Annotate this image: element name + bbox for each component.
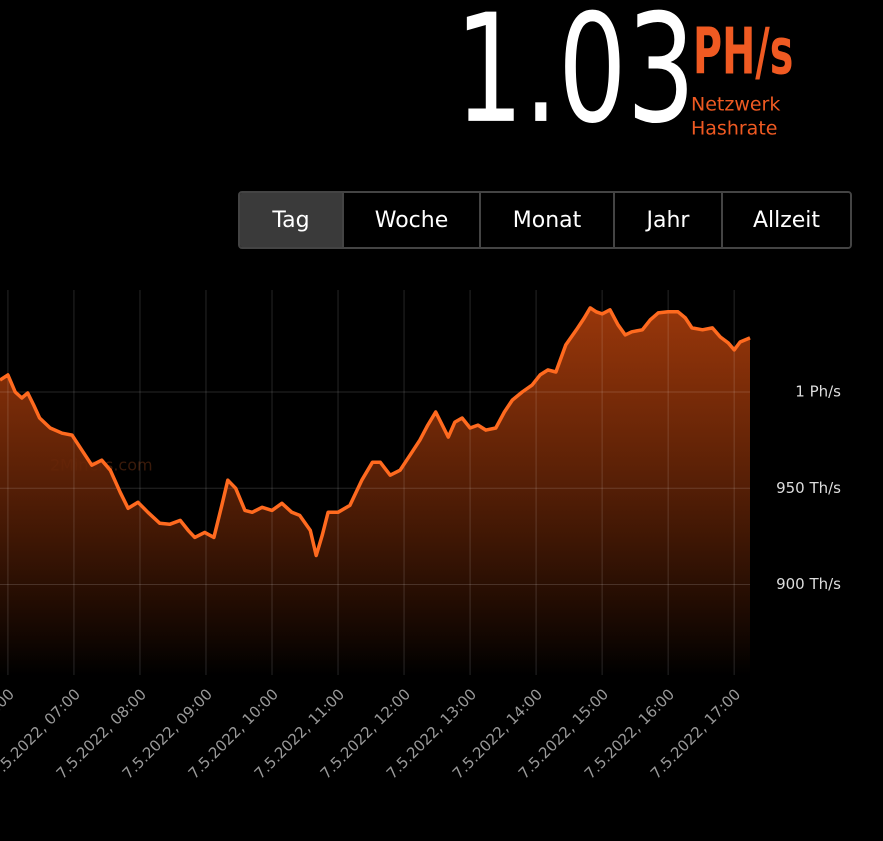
caption: Netzwerk [691,94,780,116]
hashrate-unit: PH/s [693,15,793,90]
tab[interactable]: Allzeit [721,193,850,247]
y-tick-label: 900 Th/s [776,575,841,593]
tab[interactable]: Woche [342,193,479,247]
hashrate-value: 1.03 [455,0,695,156]
y-tick-label: 1 Ph/s [795,383,841,401]
caption: Hashrate [691,118,777,140]
tab[interactable]: Tag [240,193,342,247]
tab[interactable]: Monat [479,193,613,247]
tab[interactable]: Jahr [613,193,721,247]
y-tick-label: 950 Th/s [776,479,841,497]
period-tabs: Tag Woche Monat Jahr Allzeit [238,191,852,249]
header: 1.03 PH/s Netzwerk Hashrate [455,0,793,156]
area [0,307,750,675]
line [0,306,751,558]
